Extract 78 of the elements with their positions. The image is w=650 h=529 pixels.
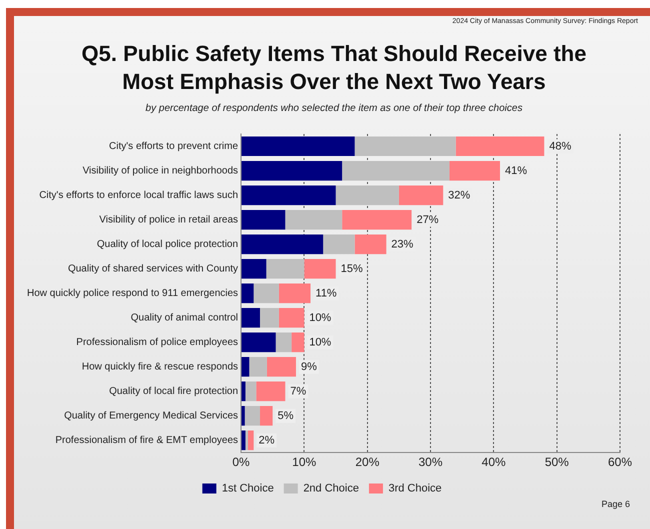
y-tick-label: Quality of shared services with County [68,264,238,275]
bar [242,185,336,206]
bar [304,258,336,279]
total-label: 27% [416,214,439,226]
total-label: 32% [448,189,470,202]
x-tick-label: 50% [544,455,570,470]
legend-label: 1st Choice [222,482,274,495]
total-label: 9% [300,360,318,373]
bar [242,136,355,156]
bar [242,406,245,426]
y-tick-label: Quality of local police protection [96,239,238,250]
y-tick-label: How quickly fire & rescue responds [82,362,238,373]
bar [242,357,250,377]
bar [266,357,296,377]
bar [260,406,273,426]
bar [285,210,342,230]
total-label: 7% [290,385,306,398]
bar [398,185,444,206]
bar [278,308,304,328]
bar [242,382,246,402]
bar [242,308,260,328]
bar [245,430,248,450]
bar [449,160,500,181]
bar [245,382,256,402]
x-tick-label: 20% [355,455,380,470]
x-tick-label: 40% [482,455,506,470]
bar [242,430,246,450]
bar [256,382,286,402]
y-tick-label: Professionalism of fire & EMT employees [55,435,238,446]
bar [248,430,254,450]
y-tick-label: Professionalism of police employees [76,337,238,348]
bar [323,234,355,254]
x-tick-label: 0% [232,455,250,470]
y-tick-label: Quality of animal control [130,312,238,324]
bar [456,136,544,156]
bar [242,332,276,352]
bar [354,136,456,156]
x-tick-label: 60% [608,455,632,470]
y-tick-label: How quickly police respond to 911 emergencies [26,288,238,300]
bar [354,234,386,254]
chart-subtitle: by percentage of respondents who selected the item as one of their top three choices [144,103,524,114]
bar [336,185,399,206]
x-tick-label: 10% [292,455,317,470]
legend-label: 3rd Choice [388,482,442,495]
y-tick-label: City's efforts to prevent crime [109,141,238,152]
y-tick-label: Visibility of police in neighborhoods [82,166,238,177]
chart-title: Q5. Public Safety Items That Should Receive the Most Emphasis Over the Next Two Years [80,40,588,96]
y-tick-label: Quality of Emergency Medical Services [64,410,238,422]
total-label: 23% [391,238,414,250]
bar [242,160,342,181]
legend-label: 2nd Choice [303,482,359,495]
y-tick-label: Quality of local fire protection [109,386,238,398]
text: Page 6 [601,499,630,509]
bar [260,308,279,328]
bar [244,406,260,426]
bar [242,210,286,230]
total-label: 41% [504,164,528,177]
total-label: 2% [258,434,275,446]
bar [242,283,254,304]
total-label: 11% [316,287,337,300]
bar [242,234,324,254]
total-label: 48% [549,140,572,152]
bar [242,258,266,279]
bar [292,332,304,352]
bar [342,160,450,181]
total-label: 5% [278,410,294,422]
bar [249,357,267,377]
total-label: 10% [309,336,332,348]
total-label: 10% [309,312,332,324]
bar [266,258,304,279]
y-tick-label: City's efforts to enforce local traffic laws such [39,190,238,202]
bar [342,210,412,230]
bar [254,283,279,304]
bar [276,332,292,352]
total-label: 15% [340,262,364,275]
bar [278,283,311,304]
x-tick-label: 30% [418,455,443,470]
y-tick-label: Visibility of police in retail areas [99,214,238,226]
